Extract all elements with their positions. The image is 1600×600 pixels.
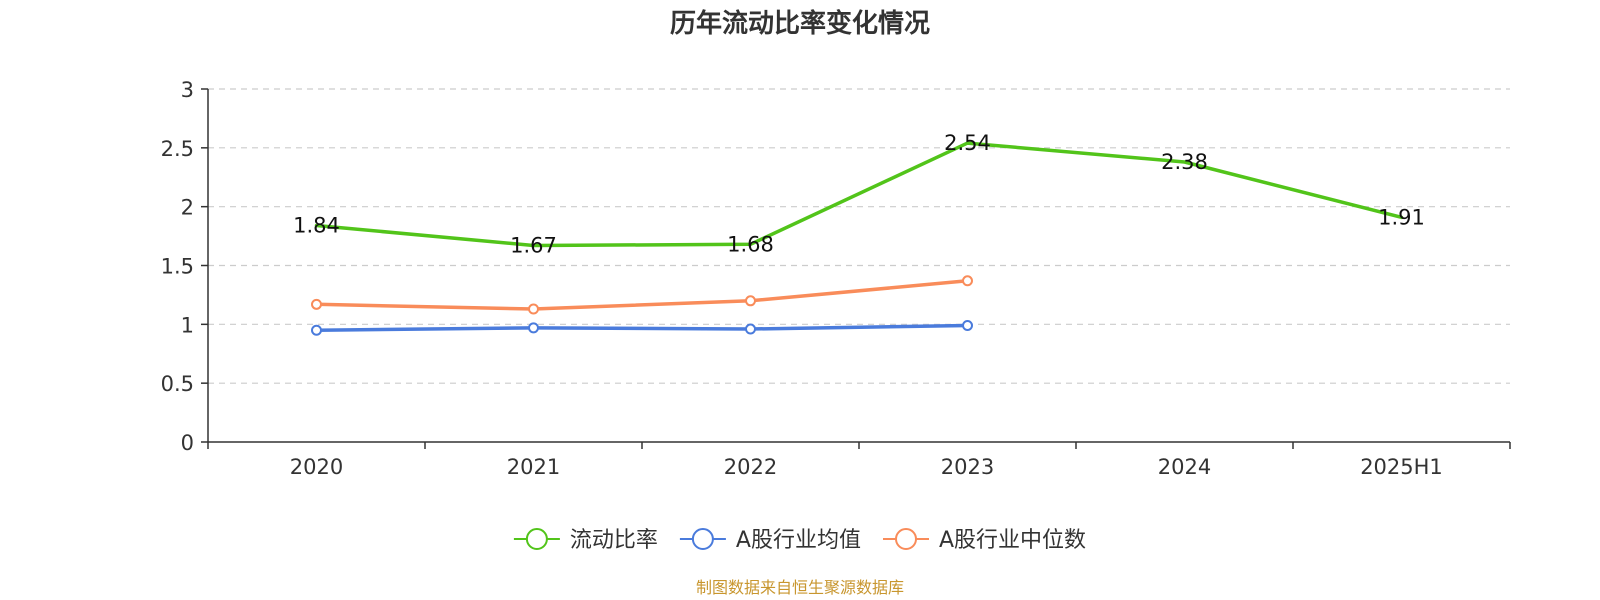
legend-item-1[interactable]: A股行业均值 xyxy=(679,528,861,553)
data-label: 1.67 xyxy=(510,233,557,257)
data-label: 1.91 xyxy=(1378,205,1425,229)
data-label: 1.68 xyxy=(727,232,774,256)
data-label: 1.84 xyxy=(293,213,340,237)
series-2-point xyxy=(528,303,539,315)
x-tick-label: 2024 xyxy=(1158,455,1211,479)
legend-item-0[interactable]: 流动比率 xyxy=(513,528,658,553)
series-lines xyxy=(311,141,1404,336)
gridlines xyxy=(208,88,1510,384)
y-tick-label: 2 xyxy=(181,196,194,220)
y-tick-label: 1.5 xyxy=(161,255,194,279)
y-tick-label: 0 xyxy=(181,431,194,455)
legend[interactable]: 流动比率 A股行业均值 A股行业中位数 xyxy=(513,528,1086,553)
y-tick-label: 2.5 xyxy=(161,137,194,161)
series-1-point xyxy=(528,322,539,334)
series-line-1 xyxy=(314,323,970,332)
data-label: 2.54 xyxy=(944,131,991,155)
x-tick-label: 2021 xyxy=(507,455,560,479)
y-tick-label: 1 xyxy=(181,313,194,337)
axes: 0 0.5 1 1.5 2 2.5 3 2020 2021 2022 2023 2024 2025H1 xyxy=(161,78,1511,479)
data-label: 2.38 xyxy=(1161,150,1208,174)
chart-title: 历年流动比率变化情况 xyxy=(670,8,930,39)
series-1-point xyxy=(311,324,322,336)
x-tick-label: 2020 xyxy=(290,455,343,479)
x-tick-label: 2023 xyxy=(941,455,994,479)
x-tick-label: 2025H1 xyxy=(1360,455,1443,479)
legend-marker xyxy=(525,528,548,550)
series-2-point xyxy=(962,275,973,287)
source-note: 制图数据来自恒生聚源数据库 xyxy=(696,578,904,597)
y-tick-label: 0.5 xyxy=(161,372,194,396)
legend-marker xyxy=(691,528,714,550)
legend-item-2[interactable]: A股行业中位数 xyxy=(883,528,1086,553)
data-labels: 1.84 1.67 1.68 2.54 2.38 1.91 xyxy=(293,131,1425,257)
series-line-0 xyxy=(314,141,1404,248)
legend-label: A股行业中位数 xyxy=(939,528,1086,553)
series-2-point xyxy=(745,295,756,307)
series-1-point xyxy=(745,323,756,335)
legend-label: A股行业均值 xyxy=(736,528,861,553)
series-2-point xyxy=(311,298,322,310)
x-tick-label: 2022 xyxy=(724,455,777,479)
series-1-point xyxy=(962,320,973,332)
y-tick-label: 3 xyxy=(181,78,194,102)
series-line-2 xyxy=(314,279,970,311)
legend-marker xyxy=(895,528,917,550)
legend-label: 流动比率 xyxy=(570,528,658,553)
